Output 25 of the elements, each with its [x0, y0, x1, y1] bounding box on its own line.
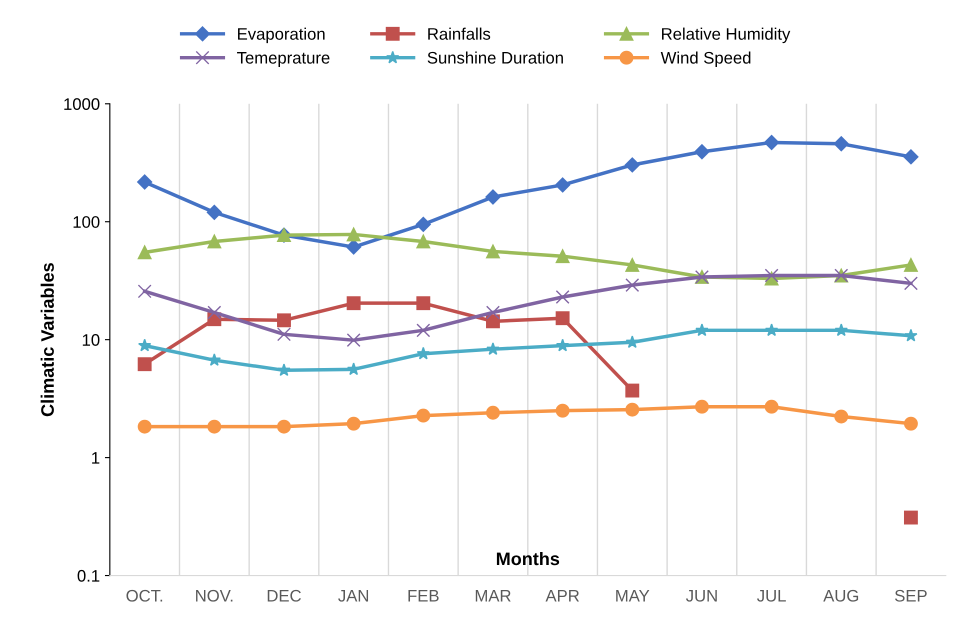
x-tick-label: NOV.: [196, 590, 232, 602]
x-tick-label: JAN: [338, 590, 368, 602]
legend-label: Sunshine Duration: [428, 51, 563, 64]
legend-label: Relative Humidity: [662, 28, 790, 44]
x-tick-label: MAR: [476, 590, 511, 602]
x-tick-label: SEP: [895, 590, 927, 602]
legend-label: Evaporation: [238, 28, 325, 44]
x-tick-label: MAY: [616, 590, 650, 602]
y-tick-label: 0.1: [78, 570, 100, 582]
x-tick-label: AUG: [823, 590, 858, 602]
x-tick-label: JUL: [757, 590, 786, 602]
y-tick-label: 10: [82, 334, 100, 346]
x-tick-label: JUN: [686, 590, 717, 602]
y-tick-label: 1: [92, 452, 100, 464]
x-tick-label: APR: [546, 590, 579, 602]
x-tick-label: DEC: [268, 590, 301, 602]
legend-label: Temeprature: [237, 52, 330, 67]
x-tick-label: OCT.: [126, 590, 162, 602]
legend-label: Rainfalls: [428, 28, 490, 40]
legend-label: Wind Speed: [660, 51, 750, 67]
y-axis-title: Climatic Variables: [40, 263, 54, 416]
x-axis-title: Months: [496, 552, 560, 566]
y-tick-label: 1000: [64, 98, 100, 110]
x-tick-label: FEB: [408, 590, 439, 602]
y-tick-label: 100: [74, 216, 100, 228]
